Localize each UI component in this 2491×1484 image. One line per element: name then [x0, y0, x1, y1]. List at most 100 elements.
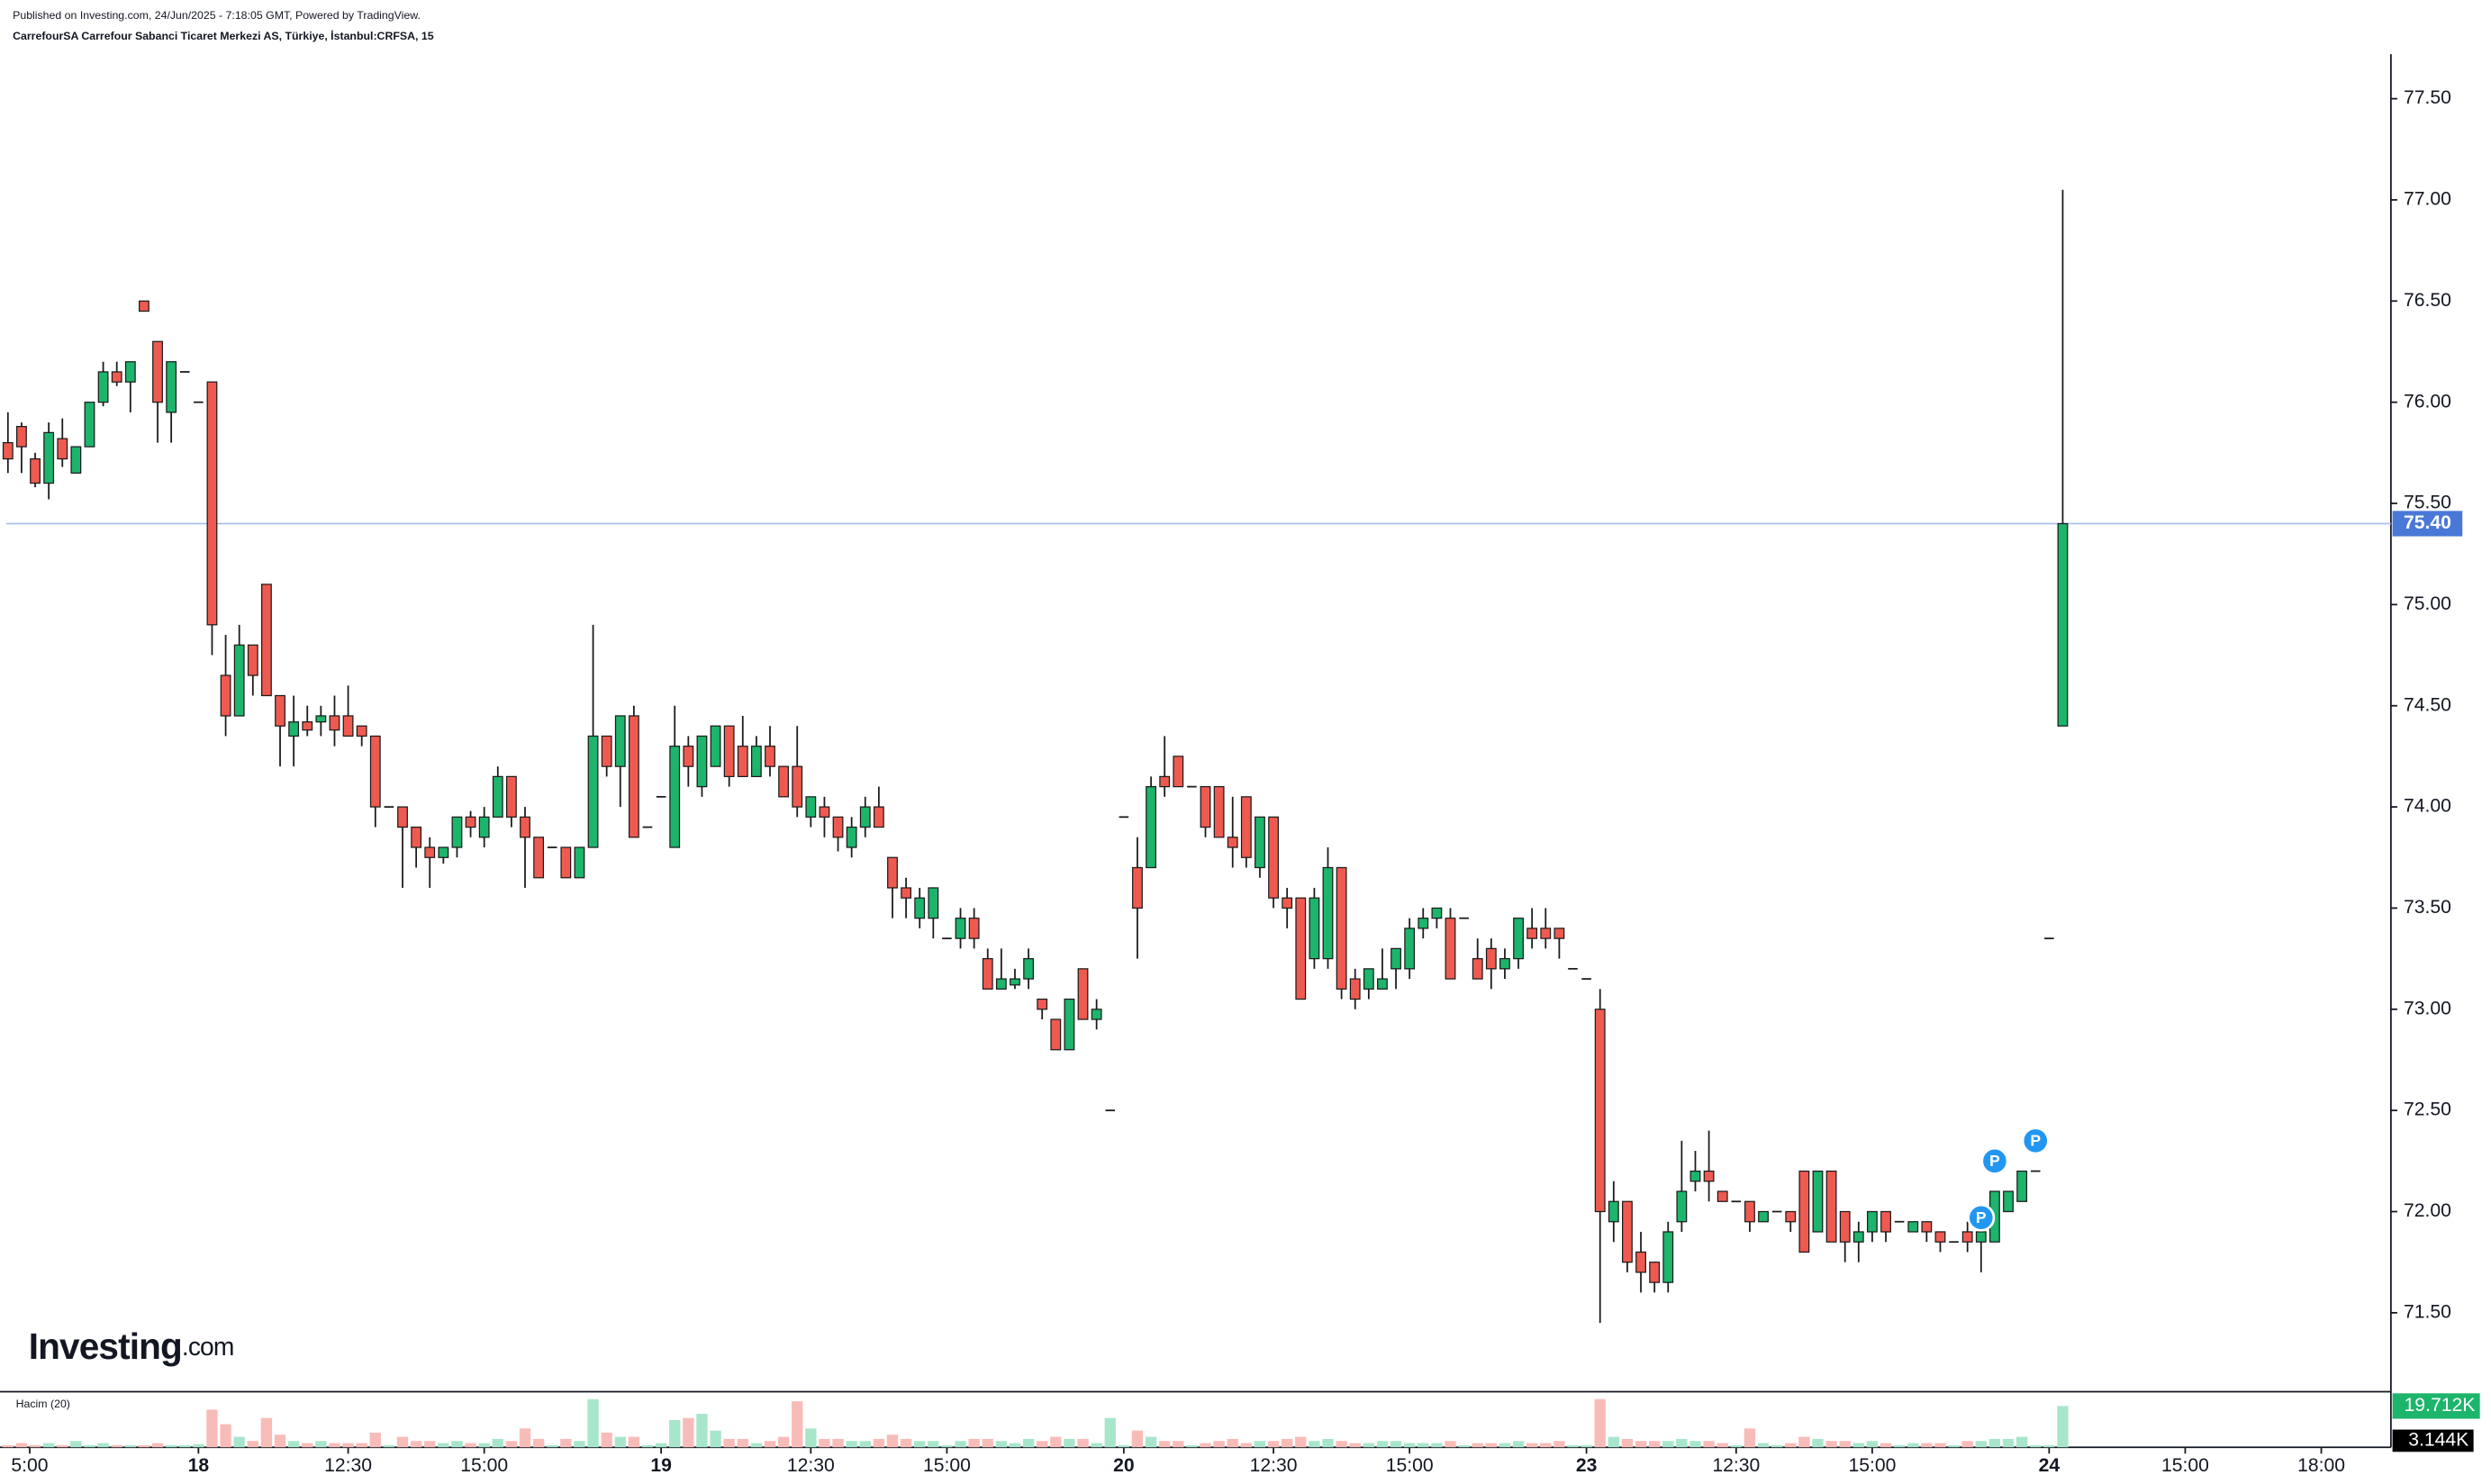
volume-bar: [1077, 1438, 1089, 1448]
candle-body: [97, 371, 109, 403]
candle-body: [819, 806, 830, 818]
volume-bar: [1757, 1443, 1770, 1448]
candle-body: [16, 426, 27, 448]
volume-bar: [1540, 1443, 1552, 1448]
volume-bar: [1200, 1443, 1211, 1448]
candle-body: [1255, 816, 1265, 869]
candle-body: [505, 775, 517, 818]
volume-bar: [1322, 1438, 1334, 1448]
volume-bar: [1608, 1436, 1619, 1448]
candle-body: [859, 806, 871, 828]
volume-bar: [1499, 1443, 1511, 1448]
volume-bar: [478, 1443, 490, 1448]
candle-body: [1322, 866, 1334, 960]
volume-bar: [1376, 1441, 1389, 1448]
volume-bar: [519, 1428, 531, 1448]
volume-bar: [1418, 1443, 1429, 1448]
volume-bar: [587, 1398, 599, 1448]
volume-bar: [1975, 1441, 1987, 1448]
marker-label: P: [2030, 1131, 2041, 1149]
volume-bar: [574, 1441, 585, 1448]
candle-body: [628, 715, 639, 838]
volume-bar: [369, 1432, 381, 1448]
candle-body: [1023, 957, 1034, 980]
volume-bar: [2002, 1438, 2015, 1448]
volume-bar: [1988, 1438, 2001, 1448]
candle-body: [1758, 1210, 1769, 1223]
volume-bar: [1581, 1444, 1592, 1448]
volume-bar: [1104, 1417, 1116, 1448]
candle-body: [288, 721, 300, 737]
candle-body: [261, 584, 272, 697]
y-tick-label: 74.00: [2404, 796, 2451, 817]
candle-body: [1649, 1262, 1661, 1283]
candle-body: [873, 806, 884, 828]
volume-bar: [1893, 1444, 1906, 1448]
volume-bar: [233, 1436, 245, 1448]
volume-bar: [900, 1438, 912, 1448]
y-tick-label: 76.50: [2404, 290, 2451, 311]
volume-bar: [1390, 1441, 1402, 1448]
volume-bar: [124, 1444, 136, 1448]
candle-body: [928, 887, 939, 919]
volume-bar: [1213, 1441, 1225, 1448]
y-tick-label: 76.00: [2404, 391, 2451, 412]
candle-body: [1867, 1210, 1878, 1233]
candle-body: [1499, 957, 1510, 970]
volume-bar: [886, 1434, 899, 1448]
x-tick-label: 20: [1113, 1455, 1135, 1476]
candle-body: [533, 837, 545, 879]
volume-bar: [151, 1443, 164, 1448]
candle-body: [1173, 756, 1184, 788]
candle-body: [669, 746, 681, 848]
x-tick-label: 18:00: [2297, 1455, 2345, 1476]
volume-bar: [1567, 1444, 1579, 1448]
candle-body: [1852, 1231, 1864, 1243]
volume-bar: [1648, 1441, 1661, 1448]
candle-body: [1744, 1200, 1755, 1223]
volume-bar: [1173, 1441, 1184, 1448]
candle-body: [166, 361, 177, 413]
volume-bar: [15, 1443, 28, 1448]
volume-bar: [410, 1441, 422, 1448]
candle-body: [846, 826, 857, 848]
candle-body: [124, 361, 136, 383]
volume-bar: [547, 1444, 558, 1448]
volume-bar: [1186, 1444, 1198, 1448]
volume-bar: [777, 1436, 790, 1448]
candle-body: [995, 978, 1007, 990]
volume-bar: [2, 1444, 14, 1448]
volume-badge: [2392, 1393, 2480, 1419]
volume-bar: [465, 1443, 476, 1448]
volume-bar: [764, 1441, 776, 1448]
volume-bar: [1431, 1443, 1443, 1448]
candle-body: [574, 846, 585, 879]
volume-bar: [247, 1441, 258, 1448]
volume-ma-badge: [2392, 1429, 2474, 1452]
candle-body: [1880, 1210, 1891, 1233]
candle-body: [723, 725, 735, 777]
volume-bar: [1159, 1441, 1171, 1448]
candle-body: [152, 340, 163, 403]
marker: [1980, 1146, 2009, 1175]
candle-body: [805, 796, 817, 818]
candle-body: [139, 300, 149, 312]
volume-bar: [1445, 1441, 1456, 1448]
candle-body: [1689, 1170, 1701, 1182]
volume-bar: [683, 1417, 694, 1448]
volume-bar: [1309, 1441, 1320, 1448]
volume-bar: [941, 1444, 953, 1448]
candle-body: [206, 381, 218, 626]
volume-bar: [111, 1444, 122, 1448]
candle-body: [356, 725, 367, 737]
volume-bar: [873, 1438, 885, 1448]
volume-bar: [1852, 1443, 1864, 1448]
last-price-badge: [2392, 511, 2463, 537]
volume-bar: [315, 1441, 327, 1448]
volume-bar: [805, 1428, 817, 1448]
volume-bar: [29, 1444, 41, 1448]
volume-bar: [57, 1444, 68, 1448]
candle-body: [2, 441, 14, 460]
y-tick-label: 77.00: [2404, 189, 2451, 210]
